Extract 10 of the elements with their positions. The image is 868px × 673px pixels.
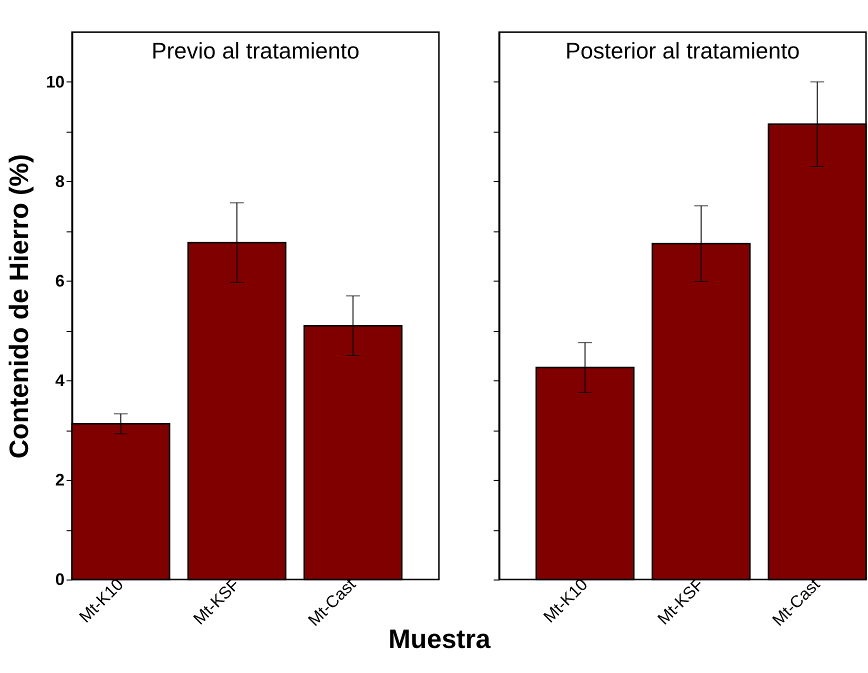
x-axis-title: Muestra <box>388 624 491 654</box>
chart-title: Posterior al tratamiento <box>565 38 800 64</box>
y-tick-label: 10 <box>46 72 65 92</box>
y-tick-label: 4 <box>55 370 66 390</box>
y-tick-label: 8 <box>55 172 65 191</box>
y-tick-label: 6 <box>55 271 65 290</box>
chart-title: Previo al tratamiento <box>152 38 360 64</box>
y-tick-label: 0 <box>55 570 65 589</box>
y-axis-title: Contenido de Hierro (%) <box>4 154 34 459</box>
y-tick-label: 2 <box>55 470 65 490</box>
